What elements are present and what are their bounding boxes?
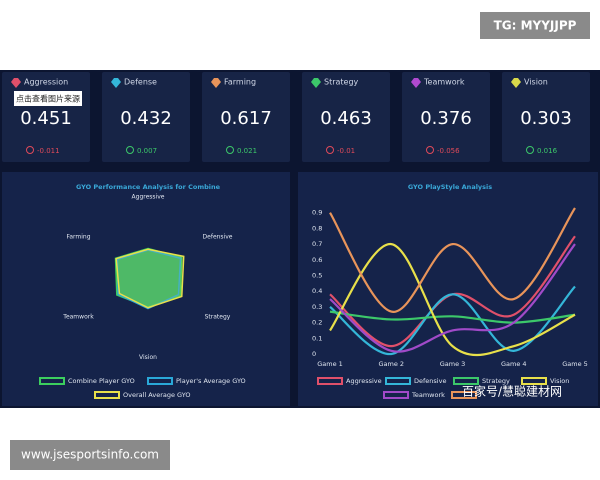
line (329, 285, 576, 356)
stat-value: 0.617 (220, 108, 272, 129)
tooltip: 点击查看图片来源 (16, 94, 80, 104)
legend-label: Defensive (414, 377, 446, 385)
stat-icon (211, 78, 221, 88)
y-tick-label: 0.3 (312, 303, 322, 311)
stat-card (202, 72, 290, 162)
chart-title: GYO PlayStyle Analysis (408, 183, 492, 191)
stat-card (502, 72, 590, 162)
y-tick-label: 0.8 (312, 224, 322, 232)
delta-icon (126, 146, 134, 154)
x-tick-label: Game 1 (317, 360, 343, 368)
legend-swatch (383, 391, 409, 399)
stat-value: 0.451 (20, 108, 72, 129)
axis-label: Teamwork (62, 314, 94, 321)
stat-value: 0.463 (320, 108, 372, 129)
legend-swatch (385, 377, 411, 385)
y-tick-label: 0 (312, 350, 316, 358)
y-tick-label: 0.9 (312, 209, 322, 217)
legend-label: Teamwork (411, 391, 445, 399)
legend-swatch (451, 391, 477, 399)
axis-label: Farming (66, 233, 90, 240)
x-tick-label: Game 4 (501, 360, 527, 368)
line (329, 243, 576, 356)
watermark: 百家号/慧聪建材网 (462, 384, 562, 399)
stat-icon (111, 78, 121, 88)
stat-value: 0.432 (120, 108, 172, 129)
stat-icon (11, 78, 21, 88)
stat-name: Strategy (324, 78, 359, 87)
line (329, 207, 576, 313)
y-tick-label: 0.6 (312, 256, 322, 264)
stat-delta: 0.021 (237, 147, 257, 155)
stat-value: 0.303 (520, 108, 572, 129)
axis-label: Aggressive (132, 193, 165, 200)
y-tick-label: 0.2 (312, 319, 322, 327)
legend-label: Player's Average GYO (176, 377, 246, 385)
legend-swatch (521, 377, 547, 385)
stat-card (302, 72, 390, 162)
stat-card (102, 72, 190, 162)
url-box (10, 440, 170, 470)
delta-icon (526, 146, 534, 154)
axis-label: Defensive (203, 233, 233, 240)
stat-delta: -0.01 (337, 147, 355, 155)
tooltip-box (14, 91, 82, 106)
y-tick-label: 0.4 (312, 287, 322, 295)
url: www.jsesportsinfo.com (21, 448, 159, 462)
stat-name: Vision (524, 78, 548, 87)
stat-name: Farming (224, 78, 256, 87)
stat-name: Defense (124, 78, 157, 87)
radar-area (115, 248, 185, 309)
stat-icon (411, 78, 421, 88)
legend-label: Vision (550, 377, 569, 385)
panel-right (298, 172, 598, 406)
badge-box (480, 12, 590, 39)
delta-icon (326, 146, 334, 154)
x-tick-label: Game 5 (562, 360, 588, 368)
y-tick-label: 0.7 (312, 240, 322, 248)
stat-icon (311, 78, 321, 88)
axis-label: Vision (139, 354, 157, 361)
line (329, 310, 576, 324)
stat-delta: 0.007 (137, 147, 157, 155)
stat-delta: -0.056 (437, 147, 460, 155)
stat-delta: -0.011 (37, 147, 60, 155)
legend-swatch (317, 377, 343, 385)
legend-label: Combine Player GYO (68, 377, 135, 385)
x-tick-label: Game 2 (378, 360, 404, 368)
stat-icon (511, 78, 521, 88)
line (329, 243, 576, 353)
y-tick-label: 0.1 (312, 334, 322, 342)
legend-swatch (94, 391, 120, 399)
badge: TG: MYYJJPP (494, 19, 577, 33)
chart-title: GYO Performance Analysis for Combine (76, 183, 221, 191)
legend-swatch (453, 377, 479, 385)
legend-label: Aggressive (346, 377, 382, 385)
y-tick-label: 0.5 (312, 272, 322, 280)
stat-name: Aggression (24, 78, 68, 87)
legend-swatch (39, 377, 65, 385)
delta-icon (426, 146, 434, 154)
stat-card (402, 72, 490, 162)
delta-icon (226, 146, 234, 154)
stat-value: 0.376 (420, 108, 472, 129)
legend-swatch (147, 377, 173, 385)
delta-icon (26, 146, 34, 154)
legend-label: Strategy (482, 377, 510, 385)
stat-name: Teamwork (423, 78, 465, 87)
legend-label: Overall Average GYO (123, 391, 191, 399)
axis-label: Strategy (205, 314, 231, 321)
stat-delta: 0.016 (537, 147, 558, 155)
x-tick-label: Game 3 (440, 360, 466, 368)
